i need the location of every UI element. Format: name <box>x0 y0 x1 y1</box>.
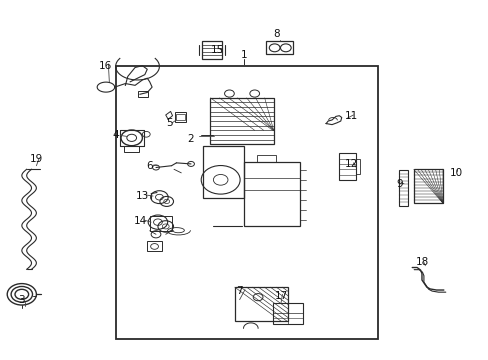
Bar <box>272 303 302 324</box>
Text: 15: 15 <box>211 45 224 55</box>
Bar <box>339 153 356 180</box>
Bar <box>147 242 162 251</box>
Bar <box>137 91 148 97</box>
Bar <box>398 170 407 206</box>
Bar <box>265 41 292 54</box>
Text: 16: 16 <box>99 61 112 71</box>
Text: 7: 7 <box>236 286 243 296</box>
Bar <box>203 146 244 198</box>
Text: 13: 13 <box>136 191 149 201</box>
Text: 10: 10 <box>448 168 462 178</box>
Text: 9: 9 <box>396 179 403 189</box>
Text: 11: 11 <box>344 111 357 121</box>
Text: 3: 3 <box>19 295 25 305</box>
Bar <box>413 169 442 203</box>
Bar <box>201 41 222 59</box>
Text: 5: 5 <box>165 118 172 128</box>
Bar <box>149 216 171 231</box>
Bar <box>256 155 276 162</box>
Bar <box>244 162 300 226</box>
Text: 1: 1 <box>241 50 247 60</box>
Text: 6: 6 <box>146 161 153 171</box>
Text: 18: 18 <box>414 257 427 267</box>
Bar <box>116 66 377 339</box>
Text: 17: 17 <box>274 291 287 301</box>
Text: 14: 14 <box>133 216 146 226</box>
Bar <box>124 146 139 152</box>
Bar <box>234 287 287 321</box>
Bar <box>176 114 185 120</box>
Text: 12: 12 <box>344 159 357 169</box>
Bar <box>210 98 273 144</box>
Text: 2: 2 <box>187 134 194 144</box>
Text: 8: 8 <box>272 28 279 39</box>
Text: 4: 4 <box>112 130 119 140</box>
Bar <box>325 113 345 129</box>
Bar <box>152 191 171 204</box>
Bar <box>175 112 186 122</box>
Bar <box>356 159 360 174</box>
Text: 19: 19 <box>30 154 43 163</box>
